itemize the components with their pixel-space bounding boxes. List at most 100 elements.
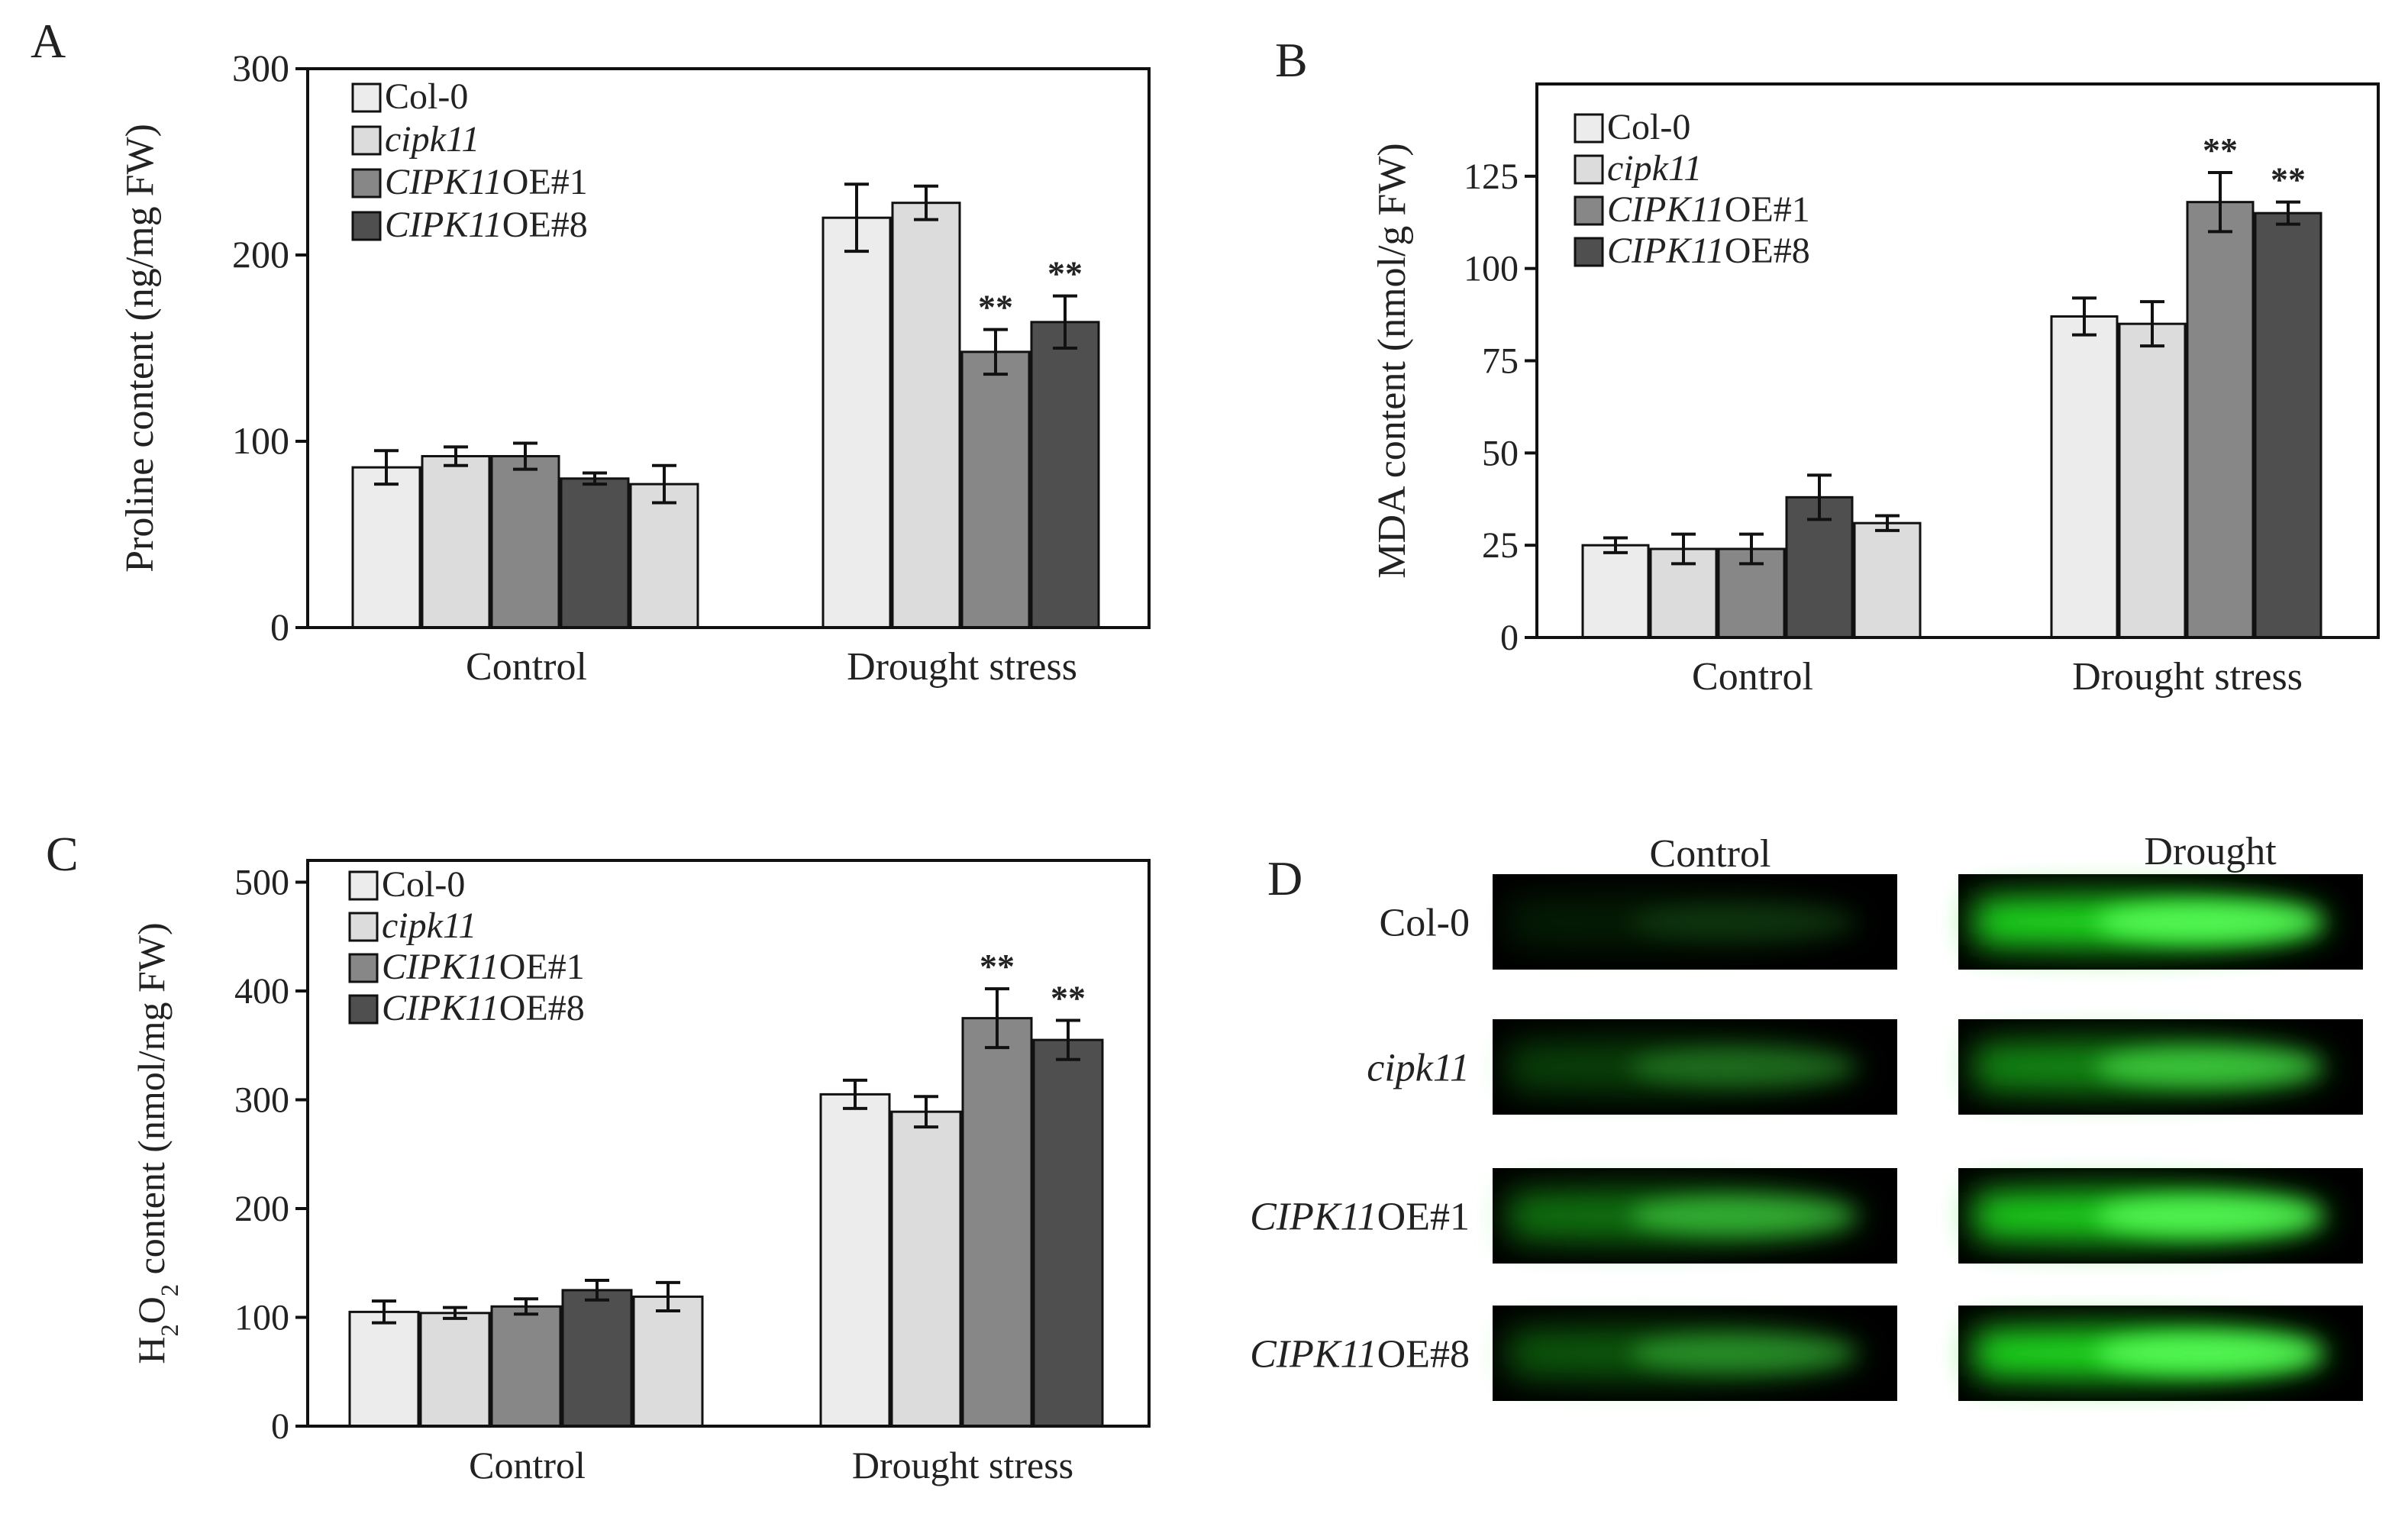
bar <box>2186 201 2255 639</box>
y-axis-label: Proline content (ng/mg FW) <box>118 124 162 573</box>
error-bar <box>2072 296 2097 337</box>
x-category-label: Drought stress <box>847 645 1077 689</box>
y-tick-label: 0 <box>1500 618 1519 658</box>
root-core-shape <box>1630 902 1858 942</box>
legend-label-main: CIPK11 <box>382 988 499 1028</box>
x-category-label: Drought stress <box>2072 655 2303 699</box>
root-core <box>2096 1047 2323 1087</box>
legend-swatch <box>1574 237 1604 267</box>
y-tick-label: 100 <box>232 419 289 462</box>
legend-swatch <box>351 82 382 113</box>
y-tick-label: 400 <box>234 971 289 1012</box>
legend-label-suffix: OE#1 <box>499 947 585 987</box>
legend-label: CIPK11OE#1 <box>382 947 585 987</box>
legend-label: cipk11 <box>382 905 476 946</box>
error-bar <box>513 441 537 471</box>
legend-label-main: CIPK11 <box>385 162 502 202</box>
root-core-shape <box>2096 1047 2323 1087</box>
legend-swatch <box>1574 113 1604 144</box>
y-axis-label-part: content (nmol/mg FW) <box>130 922 173 1284</box>
chart-b: ** ** 0 25 50 75 100 125 Control Drought stress MD… <box>1370 82 2380 699</box>
panel-d: D Control Drought Col-0cipk11CIPK11OE#1C… <box>1250 830 2363 1401</box>
legend-swatch <box>348 870 379 901</box>
col-header-drought: Drought <box>2144 830 2277 873</box>
error-bar <box>2140 300 2164 348</box>
root-core <box>2096 1333 2323 1373</box>
error-bar <box>585 1279 609 1302</box>
root-core <box>1630 1333 1858 1373</box>
error-bar <box>1603 536 1628 554</box>
root-core-shape <box>2096 902 2323 942</box>
bar <box>2254 211 2322 639</box>
legend-label-main: cipk11 <box>385 119 479 160</box>
bar <box>1581 544 1650 639</box>
significance-label: ** <box>1051 978 1086 1017</box>
legend-swatch <box>351 168 382 199</box>
y-tick-label: 0 <box>271 1406 289 1447</box>
legend-label: Col-0 <box>385 76 468 117</box>
chart-c: ** ** 0 100 200 300 400 500 Control Drought stres… <box>130 859 1151 1486</box>
y-axis-label-part: O <box>130 1296 173 1324</box>
bar <box>419 1312 491 1428</box>
error-bar <box>1807 473 1832 521</box>
legend-label-suffix: OE#8 <box>502 205 588 245</box>
bar <box>632 1295 704 1428</box>
significance-label: ** <box>1047 254 1083 293</box>
y-axis-label: H2O2 content (nmol/mg FW) <box>130 922 184 1364</box>
legend-label: Col-0 <box>382 864 465 905</box>
legend-label-suffix: OE#1 <box>502 162 588 202</box>
error-bar <box>656 1280 680 1312</box>
root-core <box>2096 1196 2323 1236</box>
error-bar <box>583 471 607 486</box>
bar <box>890 1110 962 1428</box>
legend-label: CIPK11OE#1 <box>385 162 588 202</box>
plot-frame <box>306 67 1151 629</box>
error-bar <box>1053 294 1077 350</box>
bar <box>961 1017 1033 1428</box>
significance-label: ** <box>2271 160 2306 199</box>
legend-label: cipk11 <box>385 119 479 160</box>
root-core-shape <box>1630 1333 1858 1373</box>
error-bar <box>372 1299 396 1325</box>
panel-a: A ** ** 0 100 200 300 Control Drought stress Pro… <box>31 14 1151 689</box>
legend-label-main: CIPK11 <box>1607 189 1725 230</box>
significance-label: ** <box>2203 131 2238 169</box>
root-core <box>1630 1047 1858 1087</box>
error-bar <box>983 328 1008 376</box>
panel-label-a: A <box>31 14 66 68</box>
root-core-shape <box>2096 1196 2323 1236</box>
legend-label-main: cipk11 <box>1607 148 1702 189</box>
x-category-label: Control <box>469 1444 586 1486</box>
error-bar <box>1671 532 1696 566</box>
y-tick-label: 100 <box>234 1298 289 1338</box>
row-label-main: Col-0 <box>1380 902 1470 945</box>
panel-b: B ** ** 0 25 50 75 100 125 Control Drought stress… <box>1275 33 2380 699</box>
error-bar <box>914 184 938 221</box>
panel-label-c: C <box>46 827 79 881</box>
root-core-shape <box>2096 1333 2323 1373</box>
y-axis-label-part: 2 <box>157 1284 184 1296</box>
legend-swatch <box>1574 154 1604 185</box>
legend-label-main: Col-0 <box>1607 107 1690 147</box>
error-bar <box>843 1078 867 1110</box>
error-bar <box>914 1095 938 1129</box>
legend-swatch <box>351 125 382 156</box>
y-tick-label: 300 <box>234 1080 289 1121</box>
legend-label: Col-0 <box>1607 107 1690 147</box>
legend-label-suffix: OE#1 <box>1725 189 1810 230</box>
legend-label: CIPK11OE#1 <box>1607 189 1810 230</box>
y-axis-label-part: H <box>130 1337 173 1364</box>
error-bar <box>444 445 468 467</box>
panel-c: C ** ** 0 100 200 300 400 500 Control Drought str… <box>46 827 1151 1486</box>
panel-label-d: D <box>1267 851 1302 905</box>
bar <box>421 455 491 629</box>
legend-swatch <box>348 994 379 1025</box>
legend-label-main: CIPK11 <box>1607 231 1725 271</box>
error-bar <box>985 987 1009 1050</box>
error-bar <box>844 182 869 253</box>
plot-frame <box>306 859 1151 1428</box>
col-header-control: Control <box>1650 832 1771 876</box>
error-bar <box>652 463 676 505</box>
row-label: Col-0 <box>1380 902 1470 945</box>
